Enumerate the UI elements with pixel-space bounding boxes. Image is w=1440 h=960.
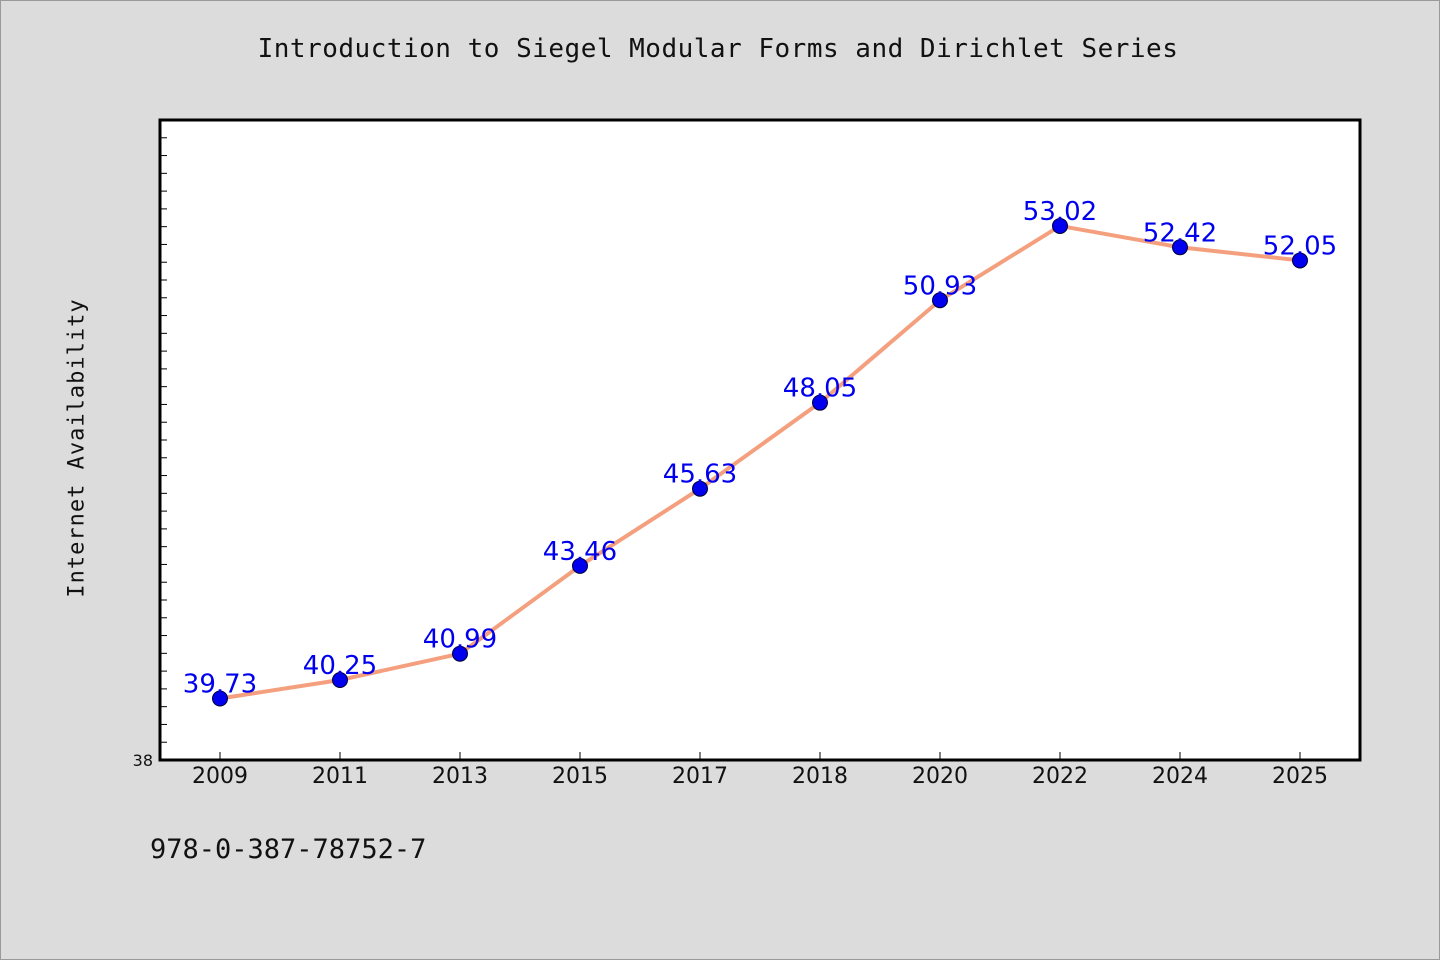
data-label: 52.42 bbox=[1143, 218, 1217, 248]
data-point bbox=[692, 480, 708, 497]
data-label: 50.93 bbox=[903, 271, 977, 301]
series-layer: 39.73 40.25 40.99 43.46 45.63 48.05 50.93 53.02… bbox=[183, 197, 1337, 707]
data-point bbox=[212, 690, 228, 707]
x-tick-label: 2025 bbox=[1272, 764, 1328, 789]
x-tick-label: 2013 bbox=[432, 764, 488, 789]
chart-title: Introduction to Siegel Modular Forms and… bbox=[257, 34, 1179, 64]
plot-area bbox=[158, 118, 1362, 762]
x-tick-label: 2022 bbox=[1032, 764, 1088, 789]
data-label: 43.46 bbox=[543, 537, 617, 567]
x-tick-label: 2024 bbox=[1152, 764, 1208, 789]
data-label: 53.02 bbox=[1023, 197, 1097, 227]
x-tick-label: 2020 bbox=[912, 764, 968, 789]
x-tick-label: 2017 bbox=[672, 764, 728, 789]
data-point bbox=[452, 645, 468, 662]
y-axis-ticks: 38 bbox=[133, 137, 167, 770]
x-axis-ticks: 2009 2011 2013 2015 2017 2018 2020 2022 2024 2025 bbox=[192, 752, 1328, 789]
data-point bbox=[932, 292, 948, 309]
data-label: 52.05 bbox=[1263, 231, 1337, 261]
data-label: 40.25 bbox=[303, 651, 377, 681]
data-point bbox=[1052, 217, 1068, 234]
data-point bbox=[332, 672, 348, 688]
series-line bbox=[218, 223, 1302, 701]
x-tick-label: 2018 bbox=[792, 764, 848, 789]
data-label: 48.05 bbox=[783, 374, 857, 404]
data-point bbox=[572, 557, 588, 574]
x-tick-label: 2015 bbox=[552, 764, 608, 789]
x-tick-label: 2009 bbox=[192, 764, 248, 789]
data-label: 39.73 bbox=[183, 669, 257, 699]
data-point bbox=[812, 394, 828, 411]
data-label: 40.99 bbox=[423, 625, 497, 655]
data-label: 45.63 bbox=[663, 460, 737, 490]
y-tick-label: 38 bbox=[133, 751, 153, 770]
data-point bbox=[1172, 239, 1188, 256]
x-tick-label: 2011 bbox=[312, 764, 368, 789]
isbn-text: 978-0-387-78752-7 bbox=[150, 834, 427, 865]
data-point bbox=[1292, 252, 1308, 269]
